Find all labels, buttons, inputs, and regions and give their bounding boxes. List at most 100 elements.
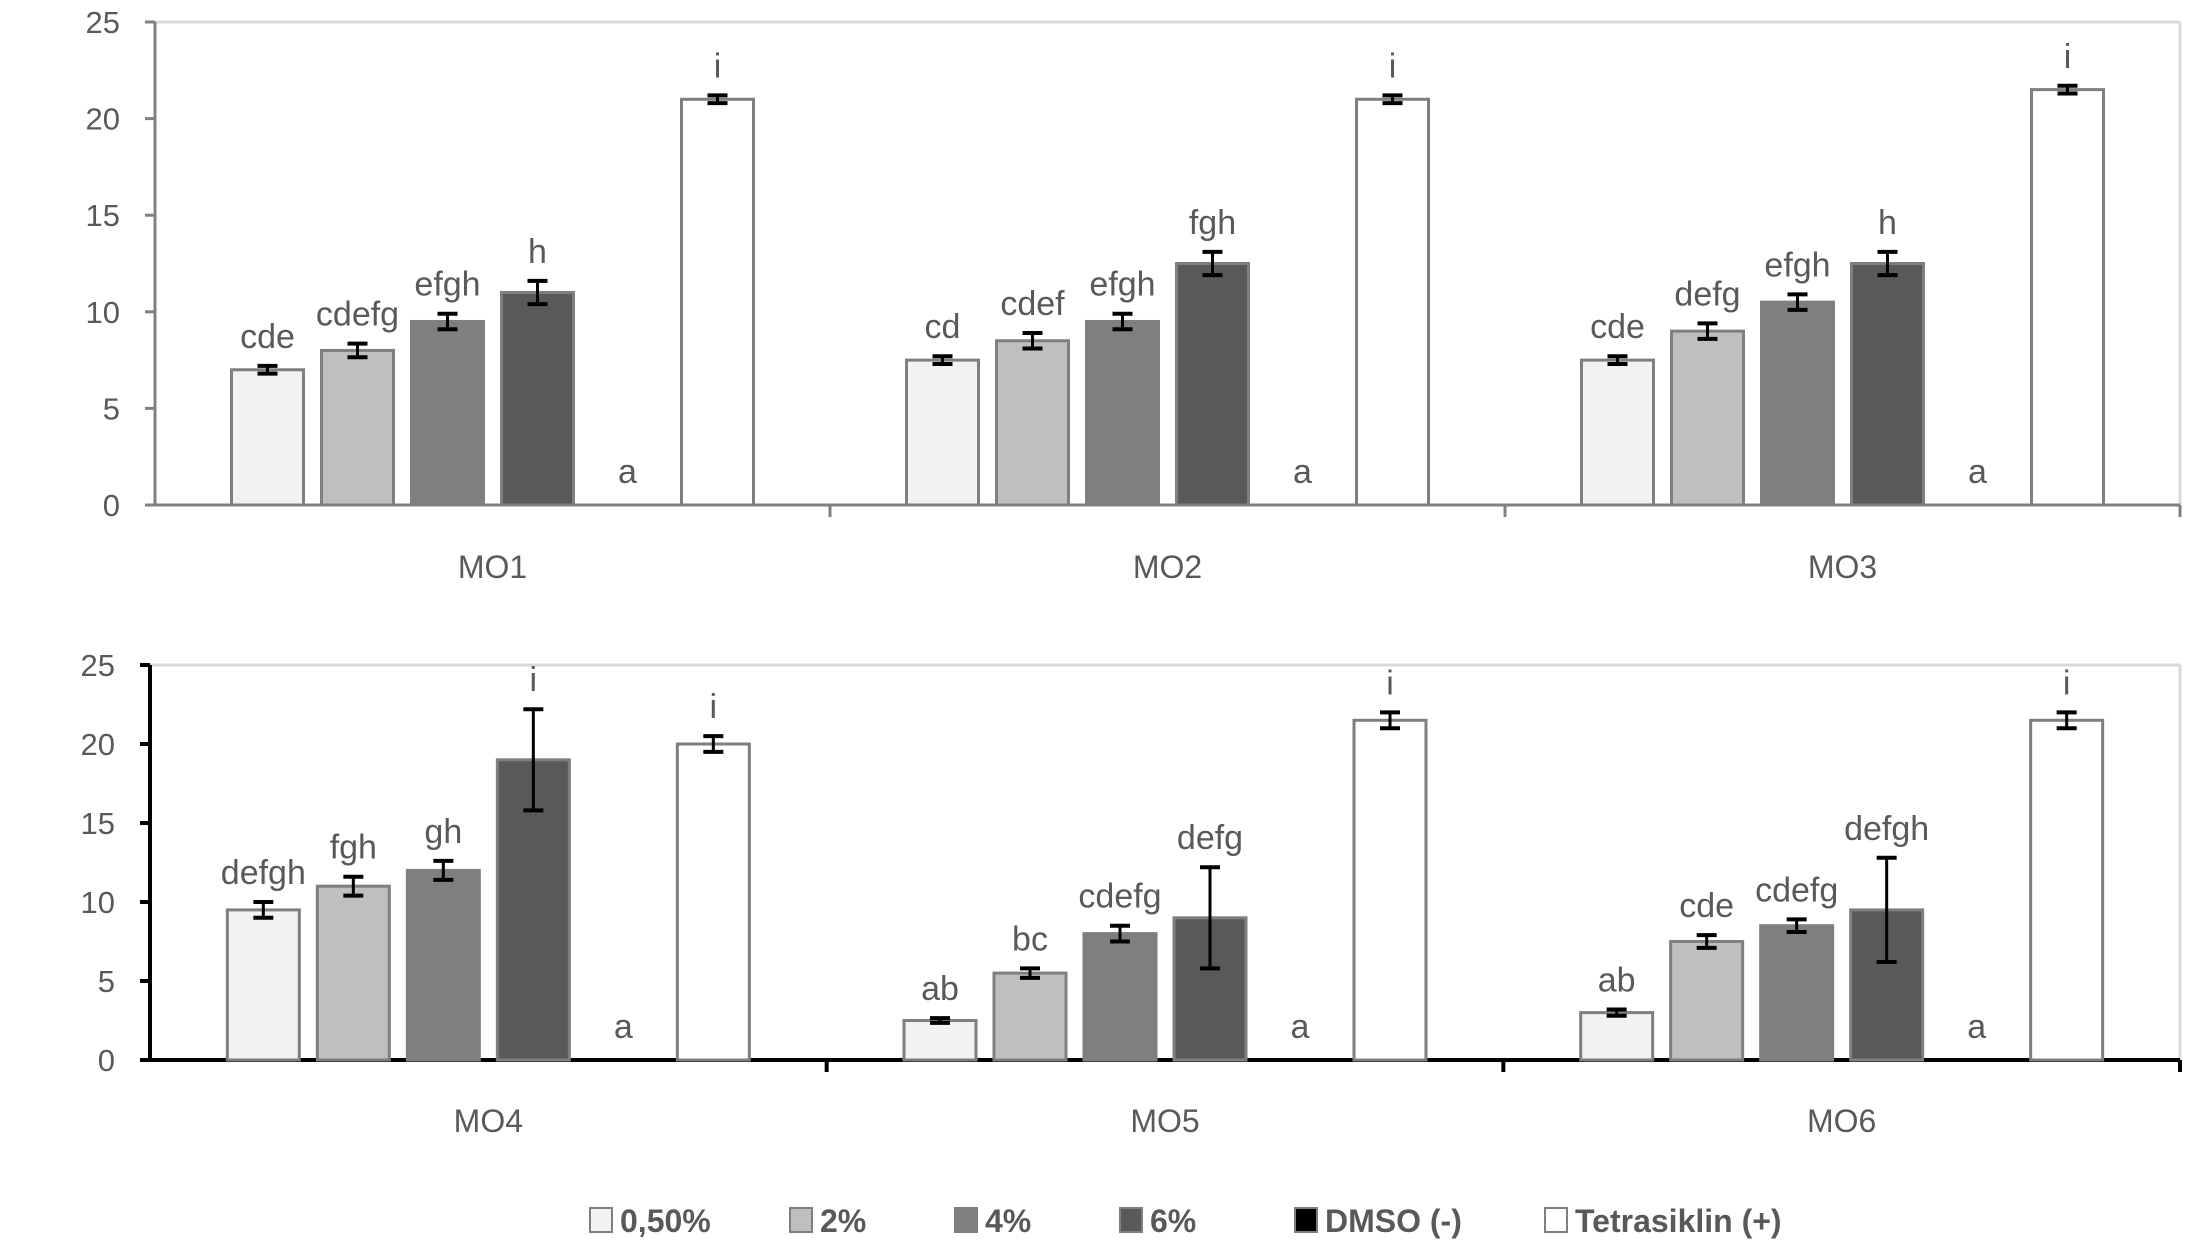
significance-label: cdefg bbox=[316, 296, 399, 334]
error-bar bbox=[347, 341, 368, 360]
y-tick-label: 0 bbox=[103, 488, 120, 523]
y-tick-label: 5 bbox=[98, 964, 115, 999]
significance-label: defg bbox=[1177, 819, 1243, 857]
significance-label: defgh bbox=[221, 854, 306, 892]
significance-label: i bbox=[1389, 47, 1397, 85]
significance-label: cdefg bbox=[1755, 871, 1838, 909]
category-label: MO5 bbox=[1130, 1103, 1199, 1139]
error-bar bbox=[257, 363, 278, 376]
significance-label: efgh bbox=[414, 266, 480, 304]
error-bar bbox=[1380, 710, 1400, 731]
bar bbox=[500, 290, 575, 507]
error-bar bbox=[932, 354, 953, 366]
legend-item: Tetrasiklin (+) bbox=[1544, 1203, 1782, 1239]
significance-label: h bbox=[1878, 204, 1897, 242]
legend-label: 6% bbox=[1150, 1203, 1196, 1239]
legend-item: 4% bbox=[954, 1203, 1031, 1239]
bar bbox=[995, 339, 1070, 507]
error-bar bbox=[523, 707, 544, 813]
significance-label: defgh bbox=[1844, 810, 1929, 848]
y-tick-label: 25 bbox=[86, 5, 120, 40]
error-bar bbox=[930, 1016, 950, 1025]
legend-label: Tetrasiklin (+) bbox=[1575, 1203, 1782, 1239]
bar bbox=[1850, 262, 1925, 507]
bar bbox=[1082, 932, 1158, 1062]
y-tick-label: 10 bbox=[86, 295, 120, 330]
legend-label: 2% bbox=[820, 1203, 866, 1239]
y-tick-label: 10 bbox=[81, 885, 115, 920]
significance-label: defg bbox=[1674, 275, 1740, 313]
error-bar bbox=[437, 311, 458, 332]
error-bar bbox=[703, 734, 724, 754]
bar bbox=[680, 97, 755, 507]
error-bar bbox=[1020, 966, 1040, 980]
error-bar bbox=[1696, 933, 1717, 950]
bar bbox=[1579, 1011, 1655, 1062]
legend-swatch bbox=[589, 1207, 613, 1233]
error-bar bbox=[707, 93, 728, 106]
error-bar bbox=[1787, 292, 1808, 312]
y-tick-label: 25 bbox=[81, 648, 115, 683]
significance-label: cde bbox=[1590, 308, 1645, 346]
bar bbox=[1760, 300, 1835, 507]
bar bbox=[405, 868, 481, 1062]
significance-label: cd bbox=[925, 308, 961, 346]
category-label: MO1 bbox=[458, 549, 527, 585]
error-bar bbox=[1786, 917, 1807, 935]
significance-label: ab bbox=[1598, 961, 1636, 999]
legend-label: DMSO (-) bbox=[1325, 1203, 1462, 1239]
significance-label: ab bbox=[921, 970, 959, 1008]
bar bbox=[225, 908, 301, 1062]
legend-swatch bbox=[1119, 1207, 1143, 1233]
bar bbox=[905, 358, 980, 507]
bar bbox=[1355, 97, 1430, 507]
legend-item: 6% bbox=[1119, 1203, 1196, 1239]
error-bar bbox=[433, 858, 454, 882]
significance-label: gh bbox=[424, 813, 462, 851]
error-bar bbox=[1876, 855, 1897, 965]
legend-swatch bbox=[789, 1207, 813, 1233]
legend-swatch bbox=[1294, 1207, 1318, 1233]
bar bbox=[1085, 319, 1160, 507]
significance-label: cdefg bbox=[1078, 878, 1161, 916]
category-label: MO3 bbox=[1808, 549, 1877, 585]
bar bbox=[1670, 329, 1745, 507]
y-tick-label: 20 bbox=[86, 102, 120, 137]
legend-swatch bbox=[1544, 1207, 1568, 1233]
error-bar bbox=[1607, 354, 1628, 366]
legend-item: DMSO (-) bbox=[1294, 1203, 1462, 1239]
y-tick-label: 5 bbox=[103, 391, 120, 426]
error-bar bbox=[1697, 321, 1718, 341]
significance-label: cde bbox=[240, 318, 295, 356]
bar bbox=[1352, 718, 1428, 1062]
legend-label: 0,50% bbox=[620, 1203, 711, 1239]
significance-label: bc bbox=[1012, 920, 1048, 958]
bar bbox=[675, 742, 751, 1062]
significance-label: cdef bbox=[1000, 285, 1065, 323]
error-bar bbox=[1200, 865, 1220, 971]
bar bbox=[1759, 924, 1835, 1062]
y-tick-label: 15 bbox=[86, 198, 120, 233]
category-label: MO4 bbox=[454, 1103, 523, 1139]
significance-label: fgh bbox=[330, 829, 377, 867]
bar bbox=[230, 368, 305, 507]
error-bar bbox=[527, 278, 548, 307]
category-label: MO2 bbox=[1133, 549, 1202, 585]
bar bbox=[902, 1019, 978, 1062]
bar bbox=[2030, 88, 2105, 507]
significance-label: i bbox=[1386, 664, 1394, 702]
error-bar bbox=[2056, 710, 2077, 731]
bar bbox=[315, 884, 391, 1062]
error-bar bbox=[1877, 249, 1898, 278]
error-bar bbox=[1022, 331, 1043, 351]
error-bar bbox=[1110, 923, 1130, 944]
significance-label: i bbox=[710, 688, 718, 726]
significance-label: i bbox=[530, 661, 538, 699]
y-tick-label: 20 bbox=[81, 727, 115, 762]
significance-label: cde bbox=[1679, 887, 1734, 925]
y-tick-label: 15 bbox=[81, 806, 115, 841]
legend-item: 2% bbox=[789, 1203, 866, 1239]
legend-swatch bbox=[954, 1207, 978, 1233]
legend-label: 4% bbox=[985, 1203, 1031, 1239]
